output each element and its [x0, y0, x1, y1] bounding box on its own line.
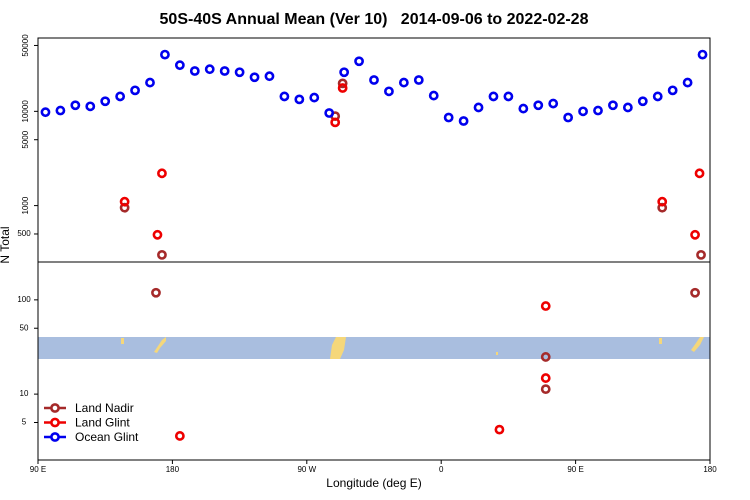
- point: [70, 100, 81, 111]
- point: [637, 96, 648, 107]
- point: [85, 101, 96, 112]
- point: [279, 91, 290, 102]
- point: [563, 112, 574, 123]
- point: [458, 116, 469, 126]
- point: [264, 71, 275, 82]
- point: [384, 86, 394, 97]
- legend-marker: [50, 417, 60, 428]
- point: [494, 424, 505, 435]
- point: [160, 49, 170, 60]
- point: [682, 77, 693, 88]
- x-axis-label: Longitude (deg E): [326, 476, 421, 490]
- point: [234, 67, 245, 78]
- point: [119, 196, 130, 207]
- point: [324, 108, 335, 118]
- legend-label: Land Glint: [75, 416, 130, 430]
- point: [694, 168, 705, 179]
- point: [690, 287, 700, 298]
- point: [130, 85, 140, 96]
- point: [354, 56, 364, 67]
- point: [608, 100, 618, 111]
- point: [249, 72, 260, 83]
- point: [533, 100, 544, 111]
- point: [657, 196, 668, 207]
- point: [174, 60, 185, 71]
- y-tick-label: 10000: [21, 100, 30, 123]
- point: [473, 102, 484, 113]
- point: [398, 77, 409, 88]
- point: [339, 67, 350, 78]
- point: [219, 66, 230, 76]
- point: [540, 352, 551, 362]
- point: [330, 117, 341, 128]
- legend-label: Land Nadir: [75, 401, 134, 415]
- y-tick-label: 1000: [21, 196, 30, 214]
- latitude-band: [38, 337, 710, 359]
- point: [503, 91, 514, 102]
- point: [152, 229, 163, 240]
- point: [189, 66, 200, 76]
- point: [157, 168, 167, 179]
- legend-marker: [50, 432, 60, 442]
- y-axis-label: N Total: [0, 226, 12, 263]
- x-tick-label: 180: [166, 465, 180, 474]
- point: [55, 105, 66, 116]
- point: [696, 249, 706, 260]
- legend-label: Ocean Glint: [75, 430, 139, 444]
- point: [337, 78, 348, 89]
- point: [697, 49, 708, 60]
- point: [294, 94, 305, 105]
- point: [151, 287, 161, 298]
- x-tick-label: 90 E: [567, 465, 583, 474]
- point: [443, 112, 454, 123]
- legend-marker: [50, 403, 60, 413]
- point: [548, 98, 559, 109]
- point: [540, 301, 551, 311]
- point: [115, 91, 126, 102]
- point: [100, 96, 111, 107]
- y-tick-label: 5000: [21, 130, 30, 148]
- point: [622, 102, 633, 113]
- point: [157, 249, 167, 260]
- point: [174, 431, 185, 441]
- point: [540, 373, 551, 383]
- y-tick-label: 500: [17, 229, 31, 238]
- chart-title: 50S-40S Annual Mean (Ver 10) 2014-09-06 …: [160, 11, 589, 28]
- point: [518, 103, 529, 114]
- point: [667, 85, 678, 96]
- point: [40, 107, 51, 118]
- plot-frame: [37, 37, 711, 461]
- y-tick-label: 10: [20, 389, 29, 398]
- point: [309, 92, 320, 103]
- point: [369, 75, 379, 85]
- y-tick-label: 50: [20, 323, 29, 332]
- point: [578, 106, 588, 117]
- point: [540, 384, 551, 395]
- point: [337, 83, 348, 93]
- point: [652, 91, 663, 102]
- x-tick-label: 90 W: [297, 465, 316, 474]
- x-tick-label: 0: [439, 465, 444, 474]
- point: [413, 75, 424, 85]
- point: [428, 90, 439, 101]
- point: [690, 229, 700, 240]
- point: [488, 91, 499, 102]
- y-tick-label: 50000: [21, 34, 30, 57]
- y-tick-label: 100: [17, 295, 31, 304]
- point: [593, 105, 603, 116]
- x-tick-label: 90 E: [30, 465, 46, 474]
- point: [204, 64, 215, 75]
- point: [145, 77, 155, 88]
- land-patches: [121, 337, 704, 359]
- y-tick-label: 5: [22, 418, 27, 427]
- x-tick-label: 180: [703, 465, 717, 474]
